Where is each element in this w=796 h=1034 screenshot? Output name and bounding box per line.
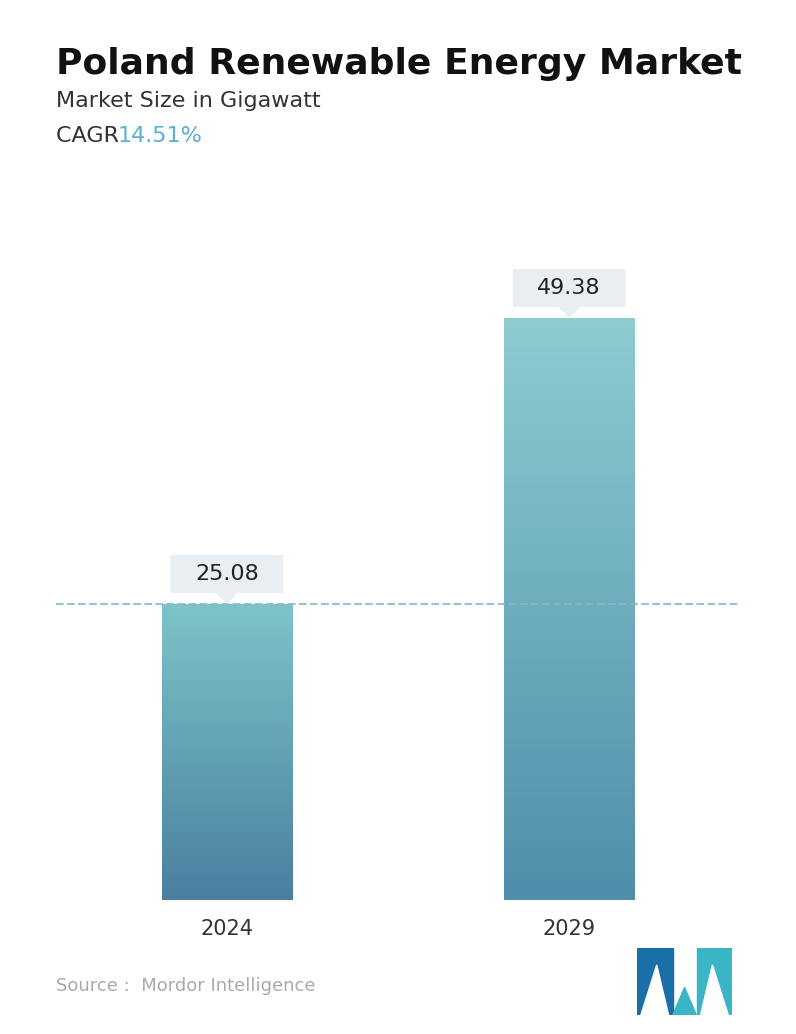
FancyBboxPatch shape: [513, 269, 626, 307]
Polygon shape: [217, 592, 237, 603]
Text: CAGR: CAGR: [56, 126, 133, 146]
Polygon shape: [700, 965, 728, 1015]
Text: Source :  Mordor Intelligence: Source : Mordor Intelligence: [56, 977, 315, 995]
Polygon shape: [673, 987, 696, 1015]
Polygon shape: [559, 307, 579, 316]
Text: 49.38: 49.38: [537, 278, 601, 298]
Text: Poland Renewable Energy Market: Poland Renewable Energy Market: [56, 47, 742, 81]
Text: 14.51%: 14.51%: [118, 126, 203, 146]
Polygon shape: [696, 948, 732, 1015]
Polygon shape: [637, 948, 673, 1015]
Text: 25.08: 25.08: [195, 564, 259, 584]
Text: Market Size in Gigawatt: Market Size in Gigawatt: [56, 91, 320, 111]
FancyBboxPatch shape: [170, 555, 283, 592]
Polygon shape: [641, 965, 669, 1015]
